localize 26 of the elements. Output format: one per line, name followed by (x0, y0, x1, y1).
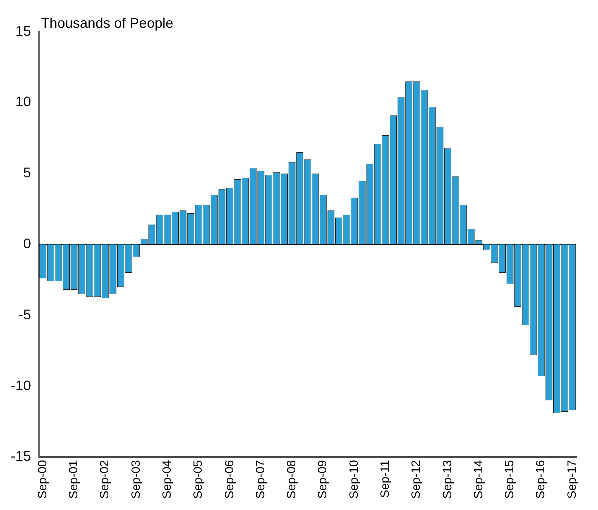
y-tick-label: 0 (23, 236, 32, 252)
y-tick-label: -15 (11, 448, 32, 464)
y-tick-label: 15 (16, 22, 32, 39)
x-tick-label: Sep-08 (284, 460, 299, 500)
y-tick-label: 10 (16, 94, 32, 110)
x-tick-label: Sep-01 (66, 460, 81, 500)
x-tick-label: Sep-03 (128, 460, 143, 500)
x-tick-label: Sep-16 (534, 460, 548, 500)
x-tick-label: Sep-00 (35, 460, 50, 500)
x-tick-label: Sep-14 (471, 460, 486, 500)
x-tick-label: Sep-04 (160, 460, 174, 500)
y-axis-title: Thousands of People (41, 14, 174, 31)
x-tick-label: Sep-17 (564, 460, 579, 500)
y-tick-label: -5 (18, 306, 32, 322)
x-tick-label: Sep-10 (346, 460, 361, 500)
x-tick-label: Sep-09 (316, 460, 330, 500)
x-tick-label: Sep-13 (440, 460, 454, 500)
y-tick-label: -10 (11, 377, 32, 394)
x-tick-label: Sep-11 (378, 460, 392, 498)
x-tick-label: Sep-15 (502, 460, 517, 500)
y-tick-label: 5 (23, 164, 32, 181)
x-tick-label: Sep-05 (191, 460, 206, 500)
x-tick-label: Sep-12 (409, 460, 424, 500)
x-tick-label: Sep-07 (253, 460, 268, 500)
x-tick-label: Sep-02 (98, 460, 112, 500)
x-tick-label: Sep-06 (222, 460, 236, 500)
